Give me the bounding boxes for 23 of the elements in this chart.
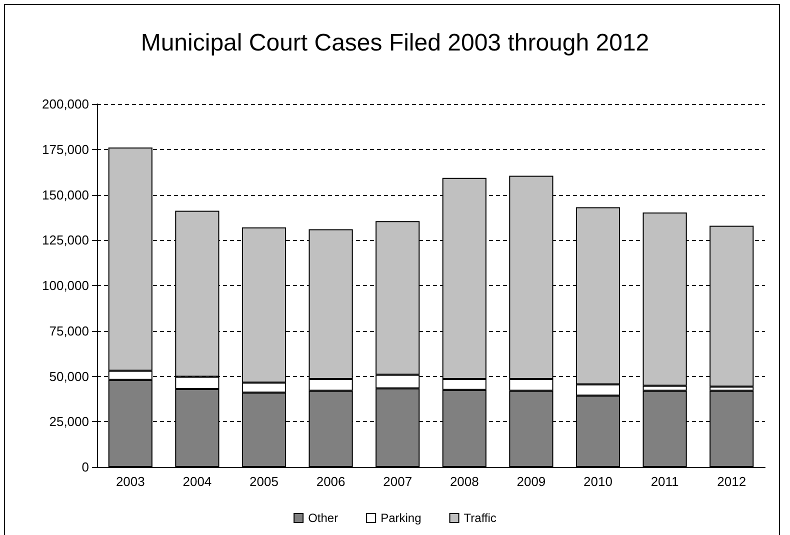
legend-label: Traffic	[464, 511, 496, 525]
y-tick-label: 50,000	[49, 368, 89, 384]
legend-label: Parking	[380, 511, 422, 525]
y-tick-label: 75,000	[49, 323, 89, 338]
x-tick-label: 2012	[717, 474, 746, 489]
x-tick-label: 2009	[516, 474, 546, 489]
y-tick-label: 200,000	[42, 96, 89, 112]
x-tick-label: 2006	[316, 474, 346, 489]
x-tick-label: 2004	[182, 474, 212, 489]
y-tick-label: 125,000	[42, 232, 89, 248]
chart-title: Municipal Court Cases Filed 2003 through 2012	[140, 30, 650, 56]
x-tick-label: 2011	[650, 474, 679, 489]
x-tick-label: 2005	[250, 474, 278, 489]
x-tick-label: 2003	[116, 474, 145, 489]
y-tick-label: 25,000	[49, 414, 89, 430]
x-tick-label: 2010	[584, 474, 612, 489]
y-tick-label: 0	[82, 460, 89, 474]
y-tick-label: 150,000	[42, 187, 89, 202]
y-tick-label: 100,000	[42, 278, 89, 293]
x-tick-label: 2008	[450, 474, 479, 489]
y-tick-label: 175,000	[42, 142, 89, 157]
legend-label: Other	[308, 511, 338, 525]
x-tick-label: 2007	[383, 474, 412, 489]
